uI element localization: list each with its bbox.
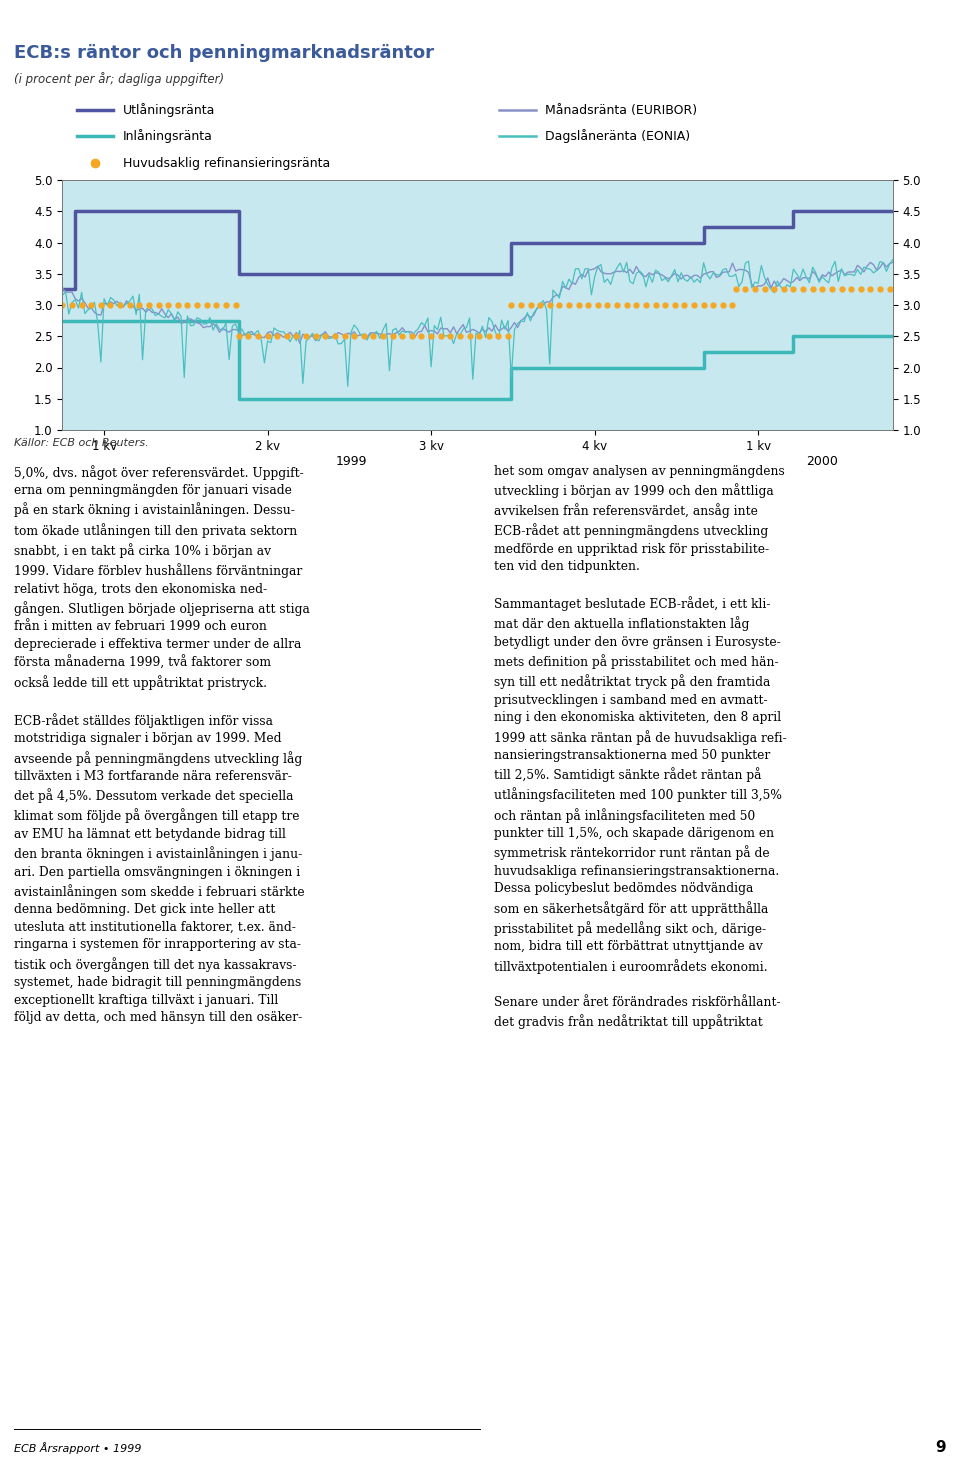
Text: het som omgav analysen av penningmängdens
utveckling i början av 1999 och den må: het som omgav analysen av penningmängden… (494, 465, 787, 1029)
Text: Källor: ECB och Reuters.: Källor: ECB och Reuters. (14, 438, 149, 448)
Text: 5,0%, dvs. något över referensvärdet. Uppgift-
erna om penningmängden för januar: 5,0%, dvs. något över referensvärdet. Up… (14, 465, 310, 1025)
Text: Inlåningsränta: Inlåningsränta (123, 129, 213, 143)
Text: Huvudsaklig refinansieringsränta: Huvudsaklig refinansieringsränta (123, 156, 330, 169)
Text: Diagram 1: Diagram 1 (14, 7, 110, 25)
Text: Utlåningsränta: Utlåningsränta (123, 103, 215, 118)
Text: 9: 9 (935, 1441, 946, 1455)
Text: ECB:s räntor och penningmarknadsräntor: ECB:s räntor och penningmarknadsräntor (14, 44, 434, 62)
Text: 1999: 1999 (335, 456, 367, 467)
Text: ECB Årsrapport • 1999: ECB Årsrapport • 1999 (14, 1442, 142, 1454)
Text: Dagslåneränta (EONIA): Dagslåneränta (EONIA) (545, 129, 690, 143)
Text: Månadsränta (EURIBOR): Månadsränta (EURIBOR) (545, 104, 697, 116)
Text: (i procent per år; dagliga uppgifter): (i procent per år; dagliga uppgifter) (14, 72, 225, 87)
Text: 2000: 2000 (806, 456, 838, 467)
